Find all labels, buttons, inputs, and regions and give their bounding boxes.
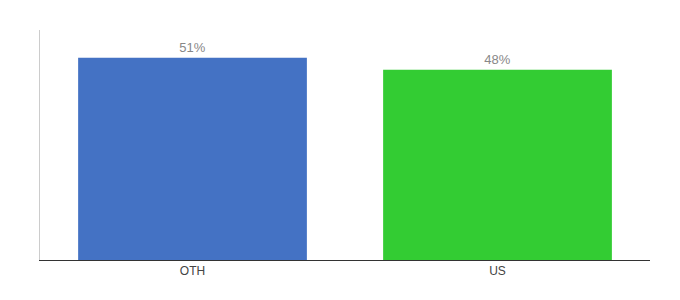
svg-text:US: US xyxy=(489,264,506,278)
svg-text:51%: 51% xyxy=(179,40,205,55)
svg-text:48%: 48% xyxy=(484,52,510,67)
svg-text:OTH: OTH xyxy=(180,264,205,278)
